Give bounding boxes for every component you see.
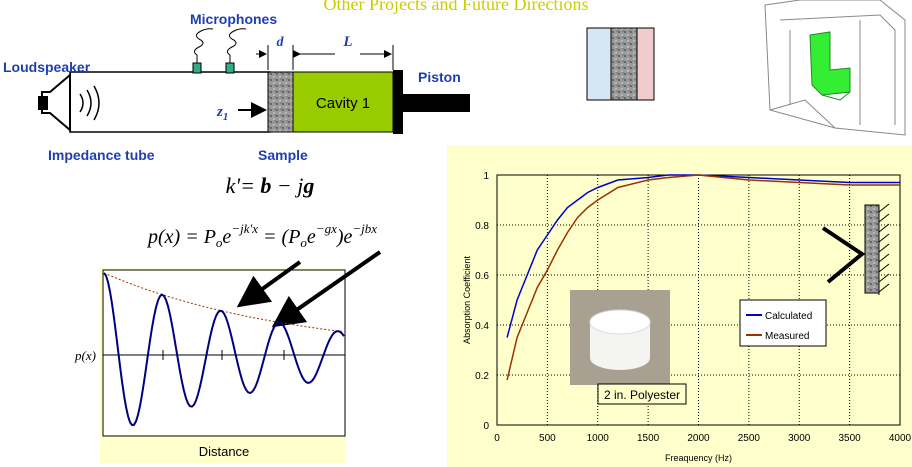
y-tick-label: 0	[483, 421, 489, 432]
impedance-tube-label: Impedance tube	[48, 147, 155, 163]
annotation: 2 in. Polyester	[604, 388, 680, 402]
d-label: d	[277, 35, 285, 50]
legend-label: Calculated	[765, 311, 812, 322]
annotation-box	[597, 383, 687, 405]
wave-curve	[103, 272, 345, 427]
x-tick-label: 2500	[738, 433, 761, 444]
x-tick-label: 3500	[839, 433, 862, 444]
wave-plot: p(x) Distance	[74, 250, 382, 463]
microphones-label: Microphones	[190, 11, 277, 27]
eq-sub: o	[300, 235, 307, 250]
y-tick-label: 0.6	[475, 271, 489, 282]
incident-arrow	[821, 226, 866, 284]
eq-part: b	[260, 173, 271, 198]
eq-part: p(x) = P	[146, 226, 216, 248]
legend-box	[739, 299, 827, 347]
enclosure-sketch	[764, 0, 906, 136]
eq-part: = (P	[258, 226, 300, 248]
eq-part: g	[302, 173, 314, 198]
eq-part: k'=	[226, 173, 261, 198]
z-text: z	[216, 104, 223, 120]
z-label: z1	[216, 104, 228, 123]
p-equation: p(x) = Poe−jk'x = (Poe−gx)e−jbx	[146, 221, 377, 250]
x-tick-label: 1500	[637, 433, 660, 444]
series-line	[506, 174, 900, 381]
y-axis-label: Absorption Coefficient	[462, 256, 472, 344]
foam-top	[589, 309, 651, 335]
eq-part: )e	[336, 226, 353, 248]
y-tick-label: 0.4	[475, 321, 489, 332]
tube-diagram: Loudspeaker Microphones Piston Impedance…	[3, 11, 470, 163]
z-subscript: 1	[223, 111, 229, 123]
x-tick-label: 2000	[687, 433, 710, 444]
eq-part: − j	[271, 173, 303, 198]
y-tick-label: 0.8	[475, 221, 489, 232]
x-tick-label: 1000	[587, 433, 610, 444]
wave-y-label: p(x)	[74, 348, 96, 363]
series-line	[506, 174, 900, 338]
cavity-label: Cavity 1	[316, 95, 370, 112]
x-tick-label: 500	[539, 433, 556, 444]
eq-sup: −gx	[316, 221, 337, 236]
wall	[864, 204, 880, 294]
legend-label: Measured	[765, 331, 809, 342]
foam-body	[590, 322, 650, 370]
eq-sub: o	[216, 235, 223, 250]
slide-title: Other Projects and Future Directions	[324, 0, 589, 14]
eq-sup: −jk'x	[231, 221, 258, 236]
x-tick-label: 3000	[788, 433, 811, 444]
x-tick-label: 0	[494, 433, 500, 444]
wall-hatch	[878, 203, 890, 295]
eq-part: e	[222, 226, 231, 248]
x-axis-label: Freaquency (Hz)	[665, 453, 732, 463]
eq-part: e	[307, 226, 316, 248]
l-label: L	[342, 34, 352, 50]
absorption-chart: 0 0.2 0.4 0.6 0.8 1 0 500 1000 1500 2000 2500 3000 35…	[447, 145, 912, 467]
layer-sample	[586, 27, 655, 101]
sample-label: Sample	[258, 147, 308, 163]
y-tick-label: 1	[483, 171, 489, 182]
x-tick-label: 4000	[889, 433, 912, 444]
piston-label: Piston	[418, 69, 461, 85]
y-tick-label: 0.2	[475, 371, 489, 382]
k-equation: k'= b − jg	[226, 173, 315, 198]
loudspeaker-label: Loudspeaker	[3, 59, 91, 75]
wave-x-label: Distance	[199, 444, 250, 459]
eq-sup: −jbx	[352, 221, 377, 236]
